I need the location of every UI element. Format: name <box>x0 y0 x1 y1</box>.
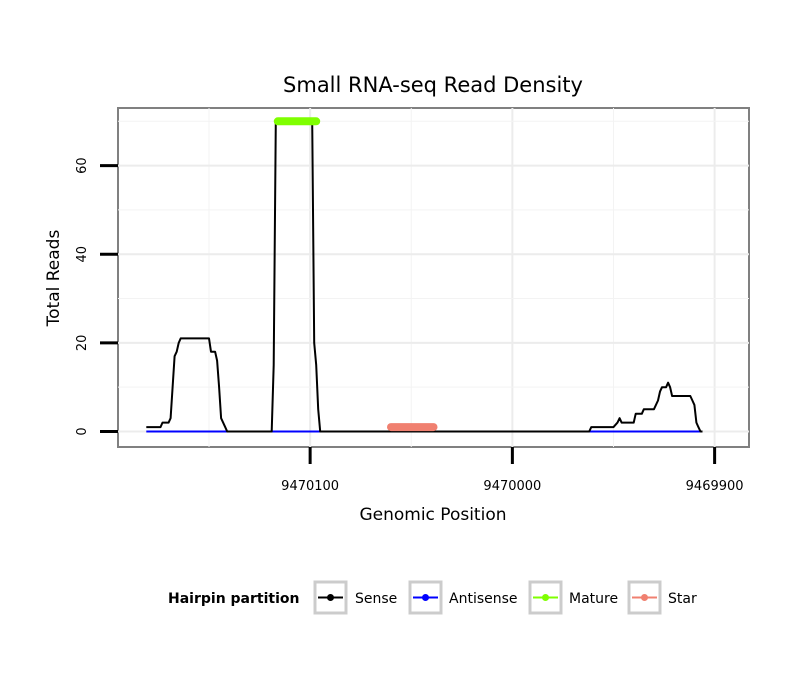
y-axis-label: Total Reads <box>44 230 64 328</box>
legend-key-point <box>641 594 648 601</box>
legend: Hairpin partition Sense Antisense Mature St… <box>168 580 697 615</box>
legend-label: Star <box>668 591 697 607</box>
x-tick-label: 9470000 <box>483 479 541 494</box>
legend-title: Hairpin partition <box>168 591 299 607</box>
legend-item-sense: Sense <box>313 580 397 615</box>
x-tick-label: 9469900 <box>686 479 744 494</box>
legend-label: Antisense <box>449 591 518 607</box>
legend-label: Mature <box>569 591 618 607</box>
x-axis-label: Genomic Position <box>359 505 506 525</box>
y-tick-label: 40 <box>75 246 90 263</box>
y-tick-label: 0 <box>75 427 90 435</box>
legend-key-point <box>422 594 429 601</box>
legend-key-point <box>327 594 334 601</box>
y-tick-label: 20 <box>75 335 90 352</box>
series-lines <box>146 117 703 433</box>
x-axis: 9470100 9470000 9469900 <box>281 447 744 494</box>
legend-item-mature: Mature <box>528 580 618 615</box>
legend-label: Sense <box>355 591 397 607</box>
x-tick-label: 9470100 <box>281 479 339 494</box>
y-axis: 0 20 40 60 <box>75 157 118 436</box>
series-sense-line <box>146 120 703 433</box>
chart-title: Small RNA-seq Read Density <box>283 73 583 97</box>
legend-item-antisense: Antisense <box>408 580 518 615</box>
legend-item-star: Star <box>627 580 697 615</box>
plot-panel <box>117 107 750 448</box>
y-tick-label: 60 <box>75 157 90 174</box>
legend-key-point <box>542 594 549 601</box>
